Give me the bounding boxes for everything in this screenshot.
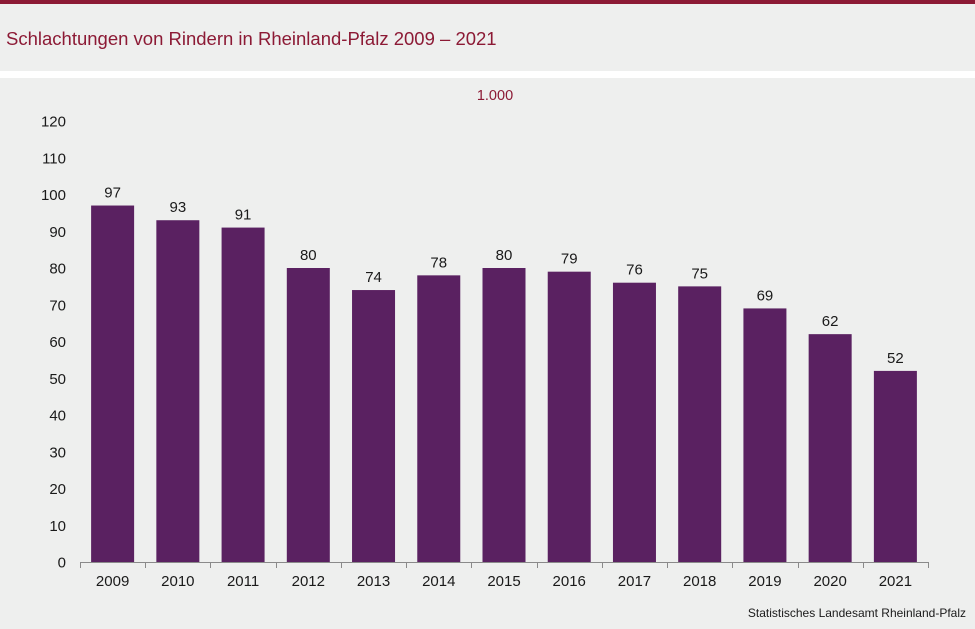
y-tick-label: 10 (49, 518, 66, 535)
data-label: 78 (430, 254, 447, 271)
unit-label: 1.000 (476, 88, 514, 104)
bar (417, 275, 461, 562)
y-tick-label: 50 (49, 371, 66, 388)
x-tick-label: 2020 (813, 573, 846, 590)
y-tick-label: 90 (49, 224, 66, 241)
x-tick-label: 2013 (357, 573, 390, 590)
y-tick-label: 40 (49, 408, 66, 425)
header-divider (0, 71, 975, 78)
data-label: 93 (170, 199, 187, 216)
y-tick-label: 80 (49, 261, 66, 278)
top-accent-bar (0, 0, 975, 4)
x-tick-label: 2019 (748, 573, 781, 590)
bar (352, 290, 396, 562)
bar (91, 205, 135, 562)
x-tick-label: 2012 (292, 573, 325, 590)
x-tick-label: 2021 (879, 573, 912, 590)
x-tick-label: 2017 (618, 573, 651, 590)
y-tick-label: 20 (49, 481, 66, 498)
bar (286, 268, 330, 562)
data-label: 79 (561, 251, 578, 268)
bar (808, 334, 852, 562)
x-tick-label: 2014 (422, 573, 455, 590)
y-tick-label: 120 (41, 114, 66, 131)
bar (221, 227, 265, 562)
y-tick-label: 0 (58, 555, 66, 572)
x-tick-label: 2016 (553, 573, 586, 590)
data-label: 80 (496, 247, 513, 264)
x-tick-label: 2011 (227, 573, 259, 590)
y-tick-label: 60 (49, 334, 66, 351)
data-label: 76 (626, 262, 643, 279)
y-tick-label: 70 (49, 297, 66, 314)
data-label: 80 (300, 247, 317, 264)
data-label: 62 (822, 313, 839, 330)
y-tick-label: 110 (42, 150, 66, 167)
y-tick-label: 30 (49, 444, 66, 461)
source-note: Statistisches Landesamt Rheinland-Pfalz (747, 606, 966, 620)
x-tick-label: 2018 (683, 573, 716, 590)
data-label: 74 (365, 269, 382, 286)
data-label: 97 (104, 185, 121, 202)
x-tick-label: 2010 (161, 573, 194, 590)
bar (612, 282, 656, 562)
chart-title: Schlachtungen von Rindern in Rheinland-P… (6, 28, 497, 49)
bar (873, 370, 917, 562)
data-label: 69 (757, 287, 774, 304)
data-label: 91 (235, 207, 252, 224)
data-label: 75 (691, 265, 708, 282)
bar (678, 286, 722, 562)
x-tick-label: 2015 (487, 573, 520, 590)
data-label: 52 (887, 350, 904, 367)
bar (547, 271, 591, 562)
y-tick-label: 100 (41, 187, 66, 204)
bar (743, 308, 787, 562)
x-tick-label: 2009 (96, 573, 129, 590)
bar (156, 220, 200, 562)
bar (482, 268, 526, 562)
